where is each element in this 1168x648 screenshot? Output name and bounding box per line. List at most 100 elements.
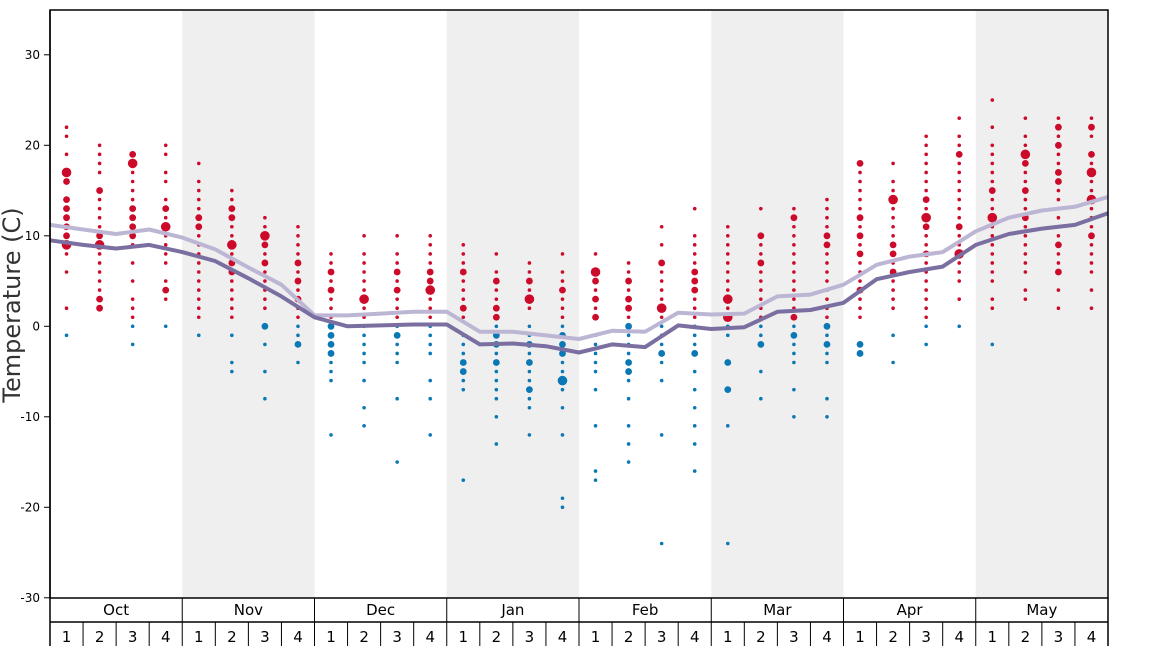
- temperature-dot: [263, 215, 267, 220]
- temperature-dot: [1088, 150, 1095, 158]
- temperature-dot: [130, 261, 135, 265]
- temperature-dot: [492, 277, 500, 285]
- temperature-dot: [825, 415, 829, 419]
- temperature-dot: [492, 313, 500, 321]
- temperature-dot: [692, 243, 697, 247]
- temperature-dot: [329, 433, 333, 437]
- week-label: 2: [624, 628, 634, 646]
- temperature-dot: [129, 223, 137, 231]
- temperature-dot: [97, 252, 102, 256]
- temperature-dot: [227, 240, 237, 250]
- temperature-dot: [263, 369, 267, 374]
- temperature-dot: [692, 369, 697, 374]
- temperature-dot: [1089, 224, 1094, 229]
- week-label: 4: [822, 628, 832, 646]
- temperature-dot: [362, 378, 366, 383]
- temperature-dot: [593, 306, 598, 311]
- temperature-dot: [263, 396, 267, 401]
- temperature-dot: [97, 206, 102, 211]
- temperature-dot: [924, 161, 928, 166]
- temperature-dot: [329, 252, 333, 256]
- temperature-dot: [96, 295, 103, 303]
- temperature-dot: [825, 315, 829, 320]
- temperature-dot: [658, 350, 666, 357]
- temperature-dot: [759, 396, 763, 401]
- temperature-dot: [395, 306, 399, 311]
- temperature-dot: [725, 252, 730, 256]
- temperature-dot: [990, 342, 995, 347]
- temperature-dot: [692, 234, 697, 238]
- temperature-dot: [494, 369, 499, 374]
- temperature-dot: [1056, 234, 1061, 238]
- temperature-dot: [924, 288, 928, 292]
- temperature-dot: [96, 232, 103, 240]
- y-tick-label: -20: [20, 500, 40, 514]
- temperature-dot: [924, 279, 928, 283]
- temperature-dot: [64, 152, 69, 157]
- temperature-dot: [889, 250, 897, 258]
- temperature-dot: [459, 368, 467, 375]
- temperature-dot: [127, 158, 138, 169]
- temperature-dot: [757, 341, 765, 348]
- temperature-dot: [1089, 306, 1094, 311]
- temperature-dot: [1023, 206, 1028, 211]
- temperature-dot: [957, 116, 962, 120]
- temperature-dot: [825, 252, 829, 256]
- temperature-dot: [230, 224, 234, 229]
- temperature-dot: [327, 341, 335, 348]
- temperature-dot: [327, 268, 335, 276]
- temperature-dot: [130, 297, 135, 301]
- temperature-dot: [858, 224, 862, 229]
- series-line-dark: [49, 211, 1109, 355]
- temperature-dot: [196, 315, 201, 320]
- temperature-dot: [329, 297, 333, 301]
- temperature-dot: [856, 350, 864, 357]
- temperature-dot: [461, 252, 466, 256]
- temperature-dot: [891, 206, 895, 211]
- temperature-dot: [1056, 215, 1061, 220]
- temperature-dot: [494, 415, 499, 419]
- temperature-dot: [196, 234, 201, 238]
- temperature-dot: [659, 270, 664, 274]
- temperature-dot: [625, 368, 632, 375]
- temperature-dot: [560, 505, 565, 510]
- temperature-dot: [329, 360, 333, 365]
- temperature-dot: [858, 179, 862, 184]
- week-label: 4: [1087, 628, 1097, 646]
- temperature-dot: [1089, 270, 1094, 274]
- temperature-dot: [1056, 161, 1061, 166]
- temperature-dot: [329, 279, 333, 283]
- temperature-dot: [163, 252, 168, 256]
- temperature-dot: [1089, 179, 1094, 184]
- temperature-dot: [97, 197, 102, 202]
- temperature-dot: [230, 306, 234, 311]
- temperature-dot: [63, 232, 70, 240]
- week-label: 3: [260, 628, 270, 646]
- month-label: May: [1026, 601, 1057, 619]
- temperature-dot: [494, 324, 499, 329]
- week-label: 3: [921, 628, 931, 646]
- temperature-dot: [626, 424, 631, 428]
- temperature-dot: [359, 294, 369, 304]
- temperature-dot: [527, 369, 532, 374]
- temperature-dot: [792, 252, 796, 256]
- temperature-dot: [891, 234, 895, 238]
- temperature-dot: [1089, 134, 1094, 139]
- temperature-dot: [625, 295, 632, 303]
- temperature-dot: [428, 342, 433, 347]
- temperature-dot: [1056, 134, 1061, 139]
- temperature-dot: [792, 279, 796, 283]
- temperature-dot: [593, 342, 598, 347]
- temperature-dot: [725, 270, 730, 274]
- temperature-dot: [792, 234, 796, 238]
- temperature-dot: [526, 359, 533, 366]
- temperature-dot: [296, 252, 300, 256]
- temperature-dot: [888, 194, 898, 205]
- temperature-dot: [425, 285, 436, 295]
- temperature-dot: [1056, 152, 1061, 157]
- temperature-dot: [196, 297, 201, 301]
- temperature-dot: [130, 279, 135, 283]
- y-tick-label: -30: [20, 591, 40, 605]
- temperature-dot: [987, 212, 998, 223]
- temperature-dot: [1023, 288, 1028, 292]
